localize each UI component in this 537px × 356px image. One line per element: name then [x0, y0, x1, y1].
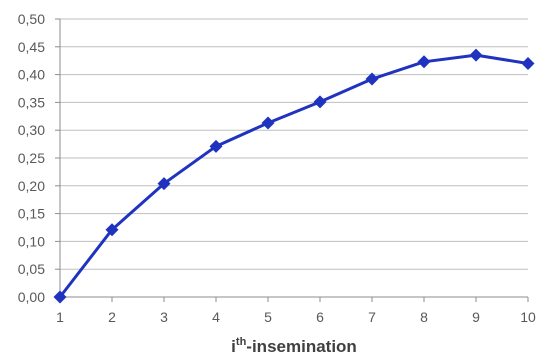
x-axis-title-rest: -insemination: [246, 337, 357, 356]
data-point-marker: [365, 72, 379, 86]
y-tick-label: 0,45: [18, 39, 45, 55]
data-point-marker: [521, 56, 535, 70]
gridlines: [60, 18, 528, 270]
y-axis-tick-labels: 0,00 0,05 0,10 0,15 0,20 0,25 0,30 0,35 0,40 0,45…: [18, 11, 45, 305]
y-tick-label: 0,40: [18, 67, 45, 83]
x-tick-label: 5: [264, 309, 272, 325]
y-tick-label: 0,00: [18, 289, 45, 305]
x-tick-label: 9: [472, 309, 480, 325]
x-axis-title: ith-insemination: [231, 336, 357, 356]
data-point-marker: [105, 223, 119, 237]
y-tick-label: 0,10: [18, 233, 45, 249]
x-tick-label: 6: [316, 309, 324, 325]
series-line: [58, 53, 529, 298]
y-tick-label: 0,25: [18, 150, 45, 166]
x-tick-label: 7: [368, 309, 376, 325]
x-axis-title-main: i: [231, 337, 236, 356]
data-point-marker: [261, 116, 275, 130]
series-group: [53, 48, 535, 304]
data-point-marker: [157, 177, 171, 191]
y-tick-label: 0,30: [18, 122, 45, 138]
y-tick-label: 0,20: [18, 178, 45, 194]
y-tick-label: 0,50: [18, 11, 45, 27]
x-tick-label: 1: [56, 309, 64, 325]
data-point-marker: [417, 55, 431, 69]
data-point-marker: [469, 48, 483, 62]
x-tick-label: 4: [212, 309, 220, 325]
x-tick-label: 8: [420, 309, 428, 325]
data-point-marker: [53, 290, 67, 304]
data-point-marker: [209, 139, 223, 153]
y-tick-label: 0,15: [18, 206, 45, 222]
y-tick-label: 0,05: [18, 261, 45, 277]
x-tick-label: 10: [520, 309, 536, 325]
axes: [55, 18, 529, 302]
x-axis-title-superscript: th: [236, 336, 247, 348]
x-tick-label: 3: [160, 309, 168, 325]
data-point-marker: [313, 95, 327, 109]
x-tick-label: 2: [108, 309, 116, 325]
x-axis-tick-labels: 1 2 3 4 5 6 7 8 9 10: [56, 309, 536, 325]
y-tick-label: 0,35: [18, 94, 45, 110]
